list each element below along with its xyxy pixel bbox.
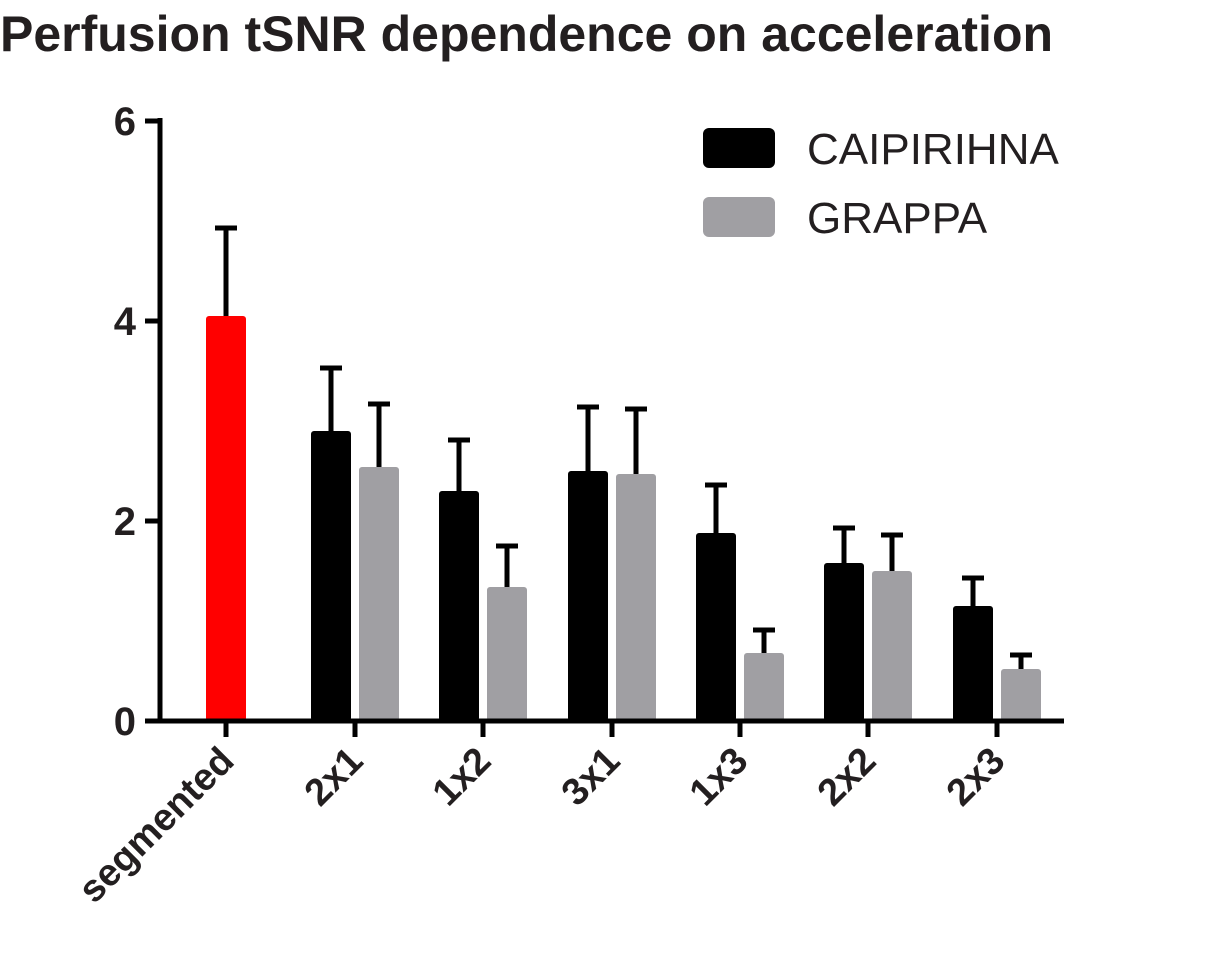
- caipirihna-1x3-bar: [696, 533, 736, 721]
- caipirihna-2x1-bar: [311, 431, 351, 721]
- x-tick-label-1x3: 1x3: [682, 740, 757, 815]
- x-tick-label-2x3: 2x3: [939, 740, 1014, 815]
- y-tick-label: 0: [114, 700, 136, 744]
- x-tick-label-2x2: 2x2: [810, 740, 885, 815]
- grappa-2x1-bar: [359, 467, 399, 721]
- caipirihna-2x2-bar: [824, 563, 864, 721]
- x-tick-label-1x2: 1x2: [425, 740, 500, 815]
- legend-swatch-grappa: [703, 197, 775, 237]
- chart-title: Perfusion tSNR dependence on acceleratio…: [0, 6, 1054, 62]
- grappa-3x1-bar: [616, 474, 656, 721]
- caipirihna-1x2-bar: [439, 491, 479, 721]
- y-tick-label: 2: [114, 500, 136, 544]
- x-tick-label-3x1: 3x1: [554, 740, 629, 815]
- bars-layer: [206, 225, 1041, 721]
- grappa-2x3-bar: [1001, 669, 1041, 721]
- caipirihna-3x1-bar: [568, 471, 608, 721]
- grappa-2x2-bar: [872, 571, 912, 721]
- grappa-1x3-bar: [744, 653, 784, 721]
- grappa-1x2-bar: [487, 587, 527, 721]
- x-tick-label-2x1: 2x1: [297, 740, 372, 815]
- y-tick-label: 6: [114, 100, 136, 144]
- segmented-bar: [206, 316, 246, 721]
- legend-swatch-caipirihna: [703, 128, 775, 168]
- legend-label-grappa: GRAPPA: [807, 194, 988, 243]
- y-tick-label: 4: [114, 300, 137, 344]
- legend-label-caipirihna: CAIPIRIHNA: [807, 125, 1059, 174]
- x-tick-label-segmented: segmented: [71, 740, 243, 912]
- legend: CAIPIRIHNA GRAPPA: [703, 125, 1059, 243]
- caipirihna-2x3-bar: [953, 606, 993, 721]
